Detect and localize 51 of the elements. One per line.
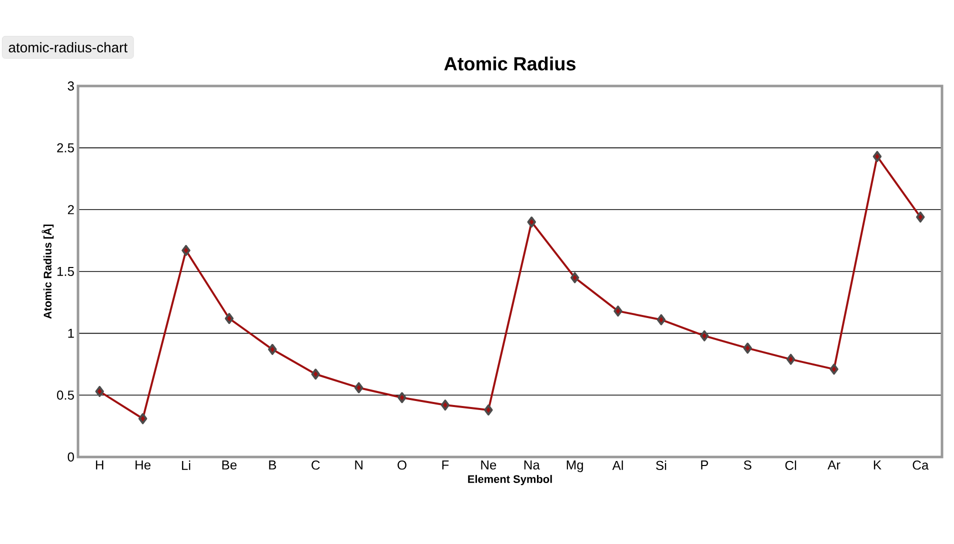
y-tick-label: 1 xyxy=(68,328,74,338)
x-tick-label: H xyxy=(96,460,104,470)
x-tick-label: Li xyxy=(182,460,190,470)
x-tick-label: F xyxy=(442,460,449,470)
x-tick-label: Ca xyxy=(912,460,929,470)
x-tick-label: Al xyxy=(612,460,623,470)
point xyxy=(138,413,148,424)
x-tick-label: Mg xyxy=(566,460,583,472)
x-tick-label: Be xyxy=(222,460,237,470)
y-tick-label: 0.5 xyxy=(56,390,74,400)
point xyxy=(700,330,709,342)
x-tick-label: He xyxy=(136,460,151,470)
y-tick-label: 2 xyxy=(68,205,74,214)
y-tick-label: 3 xyxy=(68,81,74,91)
point xyxy=(182,244,190,256)
chart-title: Atomic Radius xyxy=(444,56,576,70)
x-tick-label: P xyxy=(701,460,708,470)
y-tick-label: 2.5 xyxy=(57,143,74,152)
point xyxy=(872,150,882,162)
x-tick-label: C xyxy=(312,460,320,470)
x-tick-label: B xyxy=(269,460,276,470)
y-tick-label: 0 xyxy=(68,452,74,462)
point xyxy=(570,272,580,284)
x-tick-label: Si xyxy=(656,460,666,470)
point xyxy=(656,314,666,326)
point xyxy=(786,354,796,365)
x-tick-label: N xyxy=(355,460,362,470)
point xyxy=(916,212,925,223)
x-tick-label: Ne xyxy=(481,460,496,470)
point xyxy=(354,382,364,394)
point xyxy=(398,392,406,404)
point xyxy=(527,216,536,228)
x-tick-label: K xyxy=(874,460,882,470)
x-axis-title: Element Symbol xyxy=(468,474,552,486)
point xyxy=(743,342,752,354)
point xyxy=(268,344,277,355)
point xyxy=(95,386,104,397)
point xyxy=(440,400,450,411)
x-tick-label: Cl xyxy=(785,460,796,470)
text: atomic-radius-chart xyxy=(8,42,128,52)
point xyxy=(614,306,622,317)
y-tick-label: 1.5 xyxy=(57,266,74,276)
x-tick-label: Na xyxy=(524,460,540,470)
point xyxy=(311,368,320,380)
x-tick-label: Ar xyxy=(828,460,840,470)
x-tick-label: S xyxy=(744,460,752,470)
point xyxy=(224,312,234,324)
point xyxy=(484,404,493,416)
y-axis-title: Atomic Radius [Å] xyxy=(42,224,54,319)
point xyxy=(830,364,838,375)
x-tick-label: O xyxy=(398,460,406,470)
